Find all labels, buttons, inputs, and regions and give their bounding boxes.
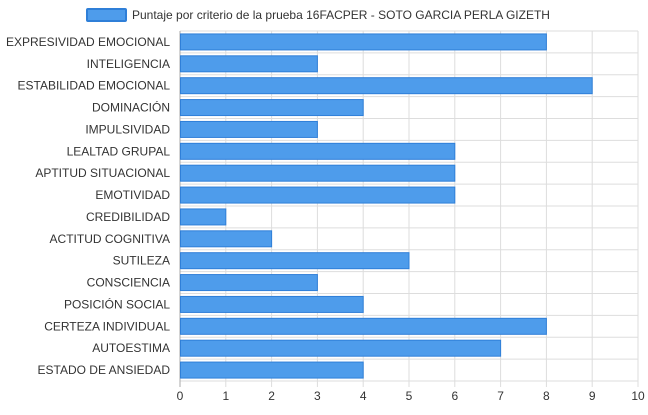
x-tick-label: 10 — [631, 389, 645, 403]
y-category-label: APTITUD SITUACIONAL — [35, 166, 170, 180]
y-category-label: ESTABILIDAD EMOCIONAL — [18, 79, 171, 93]
bar[interactable] — [180, 142, 456, 160]
y-category-label: EXPRESIVIDAD EMOCIONAL — [6, 35, 170, 49]
y-category-label: ESTADO DE ANSIEDAD — [38, 363, 171, 377]
x-tick-label: 5 — [406, 389, 413, 403]
bar[interactable] — [180, 339, 502, 357]
x-tick-label: 9 — [589, 389, 596, 403]
legend-label[interactable]: Puntaje por criterio de la prueba 16FACP… — [132, 8, 550, 22]
x-tick-label: 1 — [222, 389, 229, 403]
bar[interactable] — [180, 230, 273, 248]
bar[interactable] — [180, 77, 593, 95]
y-category-label: AUTOESTIMA — [92, 341, 170, 355]
x-tick-label: 2 — [268, 389, 275, 403]
y-category-label: POSICIÓN SOCIAL — [64, 296, 170, 311]
y-category-label: IMPULSIVIDAD — [85, 122, 170, 136]
bar[interactable] — [180, 120, 318, 138]
bar[interactable] — [180, 252, 410, 270]
bar[interactable] — [180, 274, 318, 292]
bar[interactable] — [180, 55, 318, 73]
x-axis-labels: 0 1 2 3 4 5 6 7 8 9 10 — [177, 389, 645, 403]
x-tick-label: 6 — [451, 389, 458, 403]
x-tick-label: 8 — [543, 389, 550, 403]
y-category-label: CONSCIENCIA — [87, 276, 170, 290]
y-axis-labels: EXPRESIVIDAD EMOCIONAL INTELIGENCIA ESTABI… — [6, 35, 170, 377]
y-category-label: INTELIGENCIA — [87, 57, 170, 71]
bar[interactable] — [180, 33, 547, 51]
y-category-label: CREDIBILIDAD — [86, 210, 170, 224]
legend-swatch[interactable] — [86, 8, 127, 22]
y-category-label: CERTEZA INDIVIDUAL — [44, 319, 170, 333]
bar[interactable] — [180, 317, 547, 335]
x-tick-label: 4 — [360, 389, 367, 403]
bar[interactable] — [180, 208, 227, 226]
y-category-label: EMOTIVIDAD — [95, 188, 170, 202]
bar[interactable] — [180, 186, 456, 204]
y-category-label: ACTITUD COGNITIVA — [50, 232, 170, 246]
y-category-label: SUTILEZA — [113, 254, 170, 268]
y-category-label: DOMINACIÓN — [92, 100, 170, 115]
bars — [180, 33, 593, 379]
x-tick-label: 0 — [177, 389, 184, 403]
bar[interactable] — [180, 99, 364, 117]
x-tick-label: 3 — [314, 389, 321, 403]
x-tick-label: 7 — [497, 389, 504, 403]
bar[interactable] — [180, 295, 364, 313]
bar[interactable] — [180, 164, 456, 182]
y-category-label: LEALTAD GRUPAL — [67, 144, 171, 158]
bar[interactable] — [180, 361, 364, 379]
legend[interactable]: Puntaje por criterio de la prueba 16FACP… — [86, 8, 550, 22]
